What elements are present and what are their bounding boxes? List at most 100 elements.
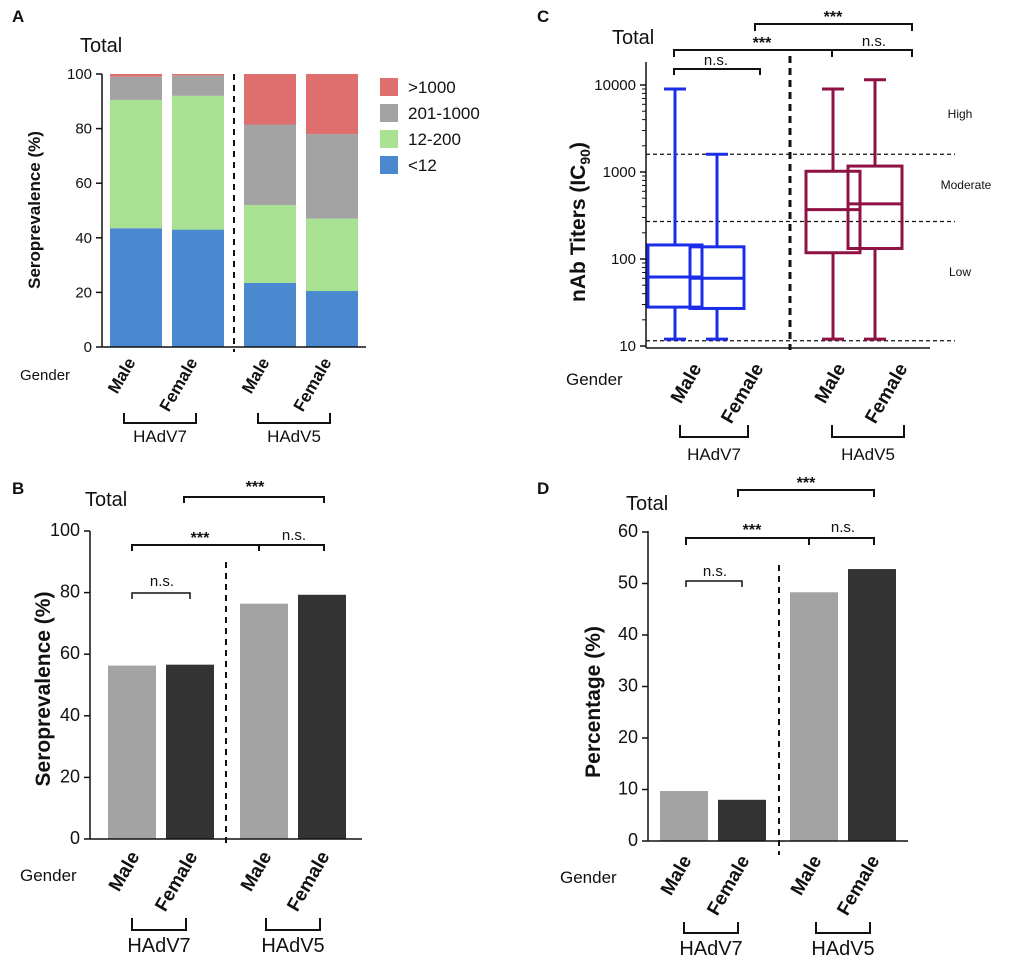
panel-c-x-category: Male [667, 360, 706, 407]
panel-d-y-tick-label: 30 [618, 676, 638, 696]
panel-b-bar [108, 665, 156, 839]
panel-a-x-category: Female [156, 355, 202, 415]
panel-d-sig-ns-hadv7: n.s. [703, 563, 727, 580]
panel-b-sig-ns-hadv7: n.s. [150, 573, 174, 590]
panel-b-bracket-hadv7 [131, 918, 187, 931]
panel-c-y-tick-label: 10 [619, 338, 636, 355]
panel-b-sig-line-mid [131, 544, 325, 551]
panel-c-box [846, 164, 904, 251]
panel-a-legend: >1000 201-1000 12-200 <12 [380, 78, 480, 175]
panel-b-x-category: Male [237, 848, 276, 895]
panel-b-y-tick-label: 60 [60, 643, 80, 663]
panel-c-y-label: nAb Titers (IC90) [567, 142, 593, 302]
panel-a-y-label: Seroprevalence (%) [25, 131, 44, 289]
panel-c-sig-top: *** [824, 9, 843, 26]
panel-a-legend-label: 201-1000 [408, 104, 480, 123]
panel-a-x-category: Male [104, 355, 139, 397]
panel-a-y-tick-label: 60 [75, 175, 92, 192]
panel-a-y-tick-label: 100 [67, 66, 92, 83]
panel-a-bar-segment [110, 74, 162, 77]
panel-a-x-category: Female [290, 355, 336, 415]
panel-b-y-tick-label: 40 [60, 705, 80, 725]
panel-d-y-tick-label: 50 [618, 573, 638, 593]
panel-c-zone-low: Low [949, 265, 971, 279]
panel-a-legend-swatch [380, 156, 398, 174]
panel-c-box [804, 169, 862, 255]
panel-a-bar-segment [306, 291, 358, 347]
panel-a-legend-swatch [380, 130, 398, 148]
panel-c-zone-moderate: Moderate [941, 178, 992, 192]
panel-d-x-category: Male [787, 852, 826, 899]
panel-d-title: Total [626, 493, 668, 515]
panel-a-letter: A [12, 7, 24, 26]
panel-d-y-tick-label: 0 [628, 830, 638, 850]
panel-a-bar-segment [244, 74, 296, 125]
panel-c-sig-mid: *** [753, 35, 772, 52]
panel-b-letter: B [12, 479, 24, 498]
panel-c-x-category: Male [811, 360, 850, 407]
panel-a-bar-segment [244, 124, 296, 206]
panel-a-x-category: Male [238, 355, 273, 397]
panel-c-x-categories: Male Female Male Female [667, 360, 912, 427]
panel-c-gender-label: Gender [566, 370, 623, 389]
panel-d: D Total Percentage (%) 0 10 20 30 40 50 60 ***… [537, 475, 908, 960]
panel-a-bars [110, 74, 358, 347]
panel-d-sig-line-mid [685, 537, 875, 545]
panel-a-bar-segment [244, 205, 296, 283]
panel-a-y-tick-label: 20 [75, 284, 92, 301]
panel-d-x-category: Female [703, 852, 754, 919]
panel-c-sig-line-hadv7 [673, 68, 761, 75]
panel-b-bar [166, 664, 214, 839]
panel-c-sig-line-mid [673, 49, 913, 57]
panel-a-y-tick-label: 40 [75, 230, 92, 247]
panel-b-sig-ns-hadv5: n.s. [282, 527, 306, 544]
panel-a-bracket-hadv7 [123, 413, 197, 424]
panel-c-sig-ns-hadv5: n.s. [862, 33, 886, 50]
panel-d-y-tick-label: 20 [618, 727, 638, 747]
panel-a-bar-segment [110, 76, 162, 100]
panel-d-y-label: Percentage (%) [582, 626, 605, 778]
panel-c: C Total nAb Titers (IC90) 10 100 1000 10000… [537, 7, 992, 464]
panel-b-y-tick-label: 100 [50, 520, 80, 540]
panel-d-bar [790, 592, 838, 841]
panel-d-letter: D [537, 479, 549, 498]
panel-a-y-ticks: 0 20 40 60 80 100 [67, 66, 102, 356]
panel-b-y-label: Seroprevalence (%) [32, 592, 55, 787]
panel-d-sig-line-hadv7 [685, 580, 743, 587]
panel-d-y-tick-label: 60 [618, 521, 638, 541]
panel-b-gender-label: Gender [20, 866, 77, 885]
panel-b-bracket-hadv5 [265, 918, 321, 931]
panel-c-title: Total [612, 27, 654, 49]
panel-a-bar-segment [172, 95, 224, 230]
panel-b-x-category: Male [105, 848, 144, 895]
panel-a-title: Total [80, 35, 122, 57]
panel-a-bar-segment [306, 134, 358, 219]
panel-c-bracket-hadv5 [831, 425, 905, 438]
panel-c-thresholds [646, 153, 955, 342]
panel-c-y-tick-label: 1000 [603, 164, 636, 181]
panel-b-group-hadv7: HAdV7 [127, 935, 190, 957]
panel-d-sig-line-top [737, 489, 875, 497]
panel-c-letter: C [537, 7, 549, 26]
panel-c-group-hadv5: HAdV5 [841, 445, 895, 464]
panel-b-sig-line-top [183, 496, 325, 503]
panel-a-bar-segment [306, 218, 358, 292]
panel-a-group-hadv5: HAdV5 [267, 427, 321, 446]
panel-a-bar-segment [110, 228, 162, 347]
panel-c-y-tick-label: 10000 [594, 77, 636, 94]
panel-b-group-hadv5: HAdV5 [261, 935, 324, 957]
panel-d-bar [660, 791, 708, 841]
panel-c-y-ticks: 10 100 1000 10000 [594, 77, 646, 355]
panel-a-legend-label: 12-200 [408, 130, 461, 149]
panel-c-sig-line-top [754, 23, 913, 31]
panel-a-y-tick-label: 0 [84, 339, 92, 356]
panel-d-y-tick-label: 10 [618, 779, 638, 799]
panel-b-bar [240, 603, 288, 839]
panel-b-bar [298, 594, 346, 839]
panel-a-bar-segment [244, 282, 296, 347]
panel-a-bar-segment [172, 229, 224, 347]
panel-c-boxes [646, 78, 904, 341]
panel-d-bar [718, 799, 766, 841]
panel-d-gender-label: Gender [560, 868, 617, 887]
